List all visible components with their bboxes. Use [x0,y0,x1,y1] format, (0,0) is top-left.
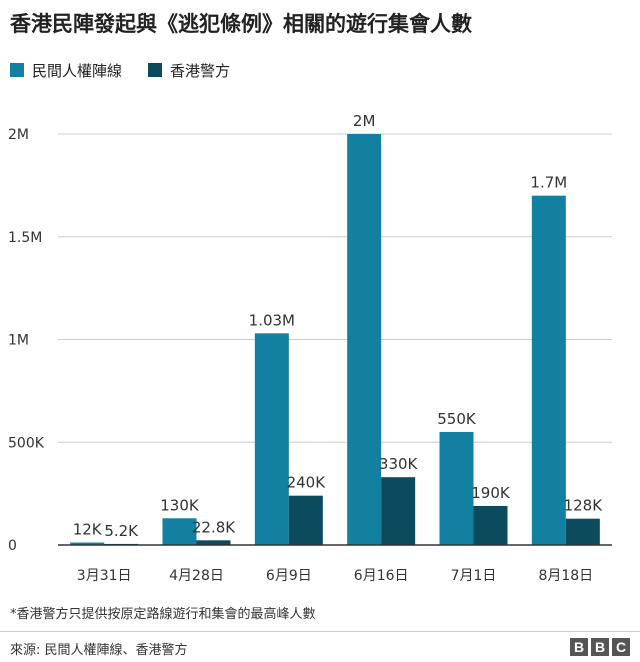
bbc-logo: B B C [570,638,630,656]
footer-divider [0,631,640,632]
y-tick-label: 500K [8,435,45,451]
bar [473,505,508,545]
bar [439,431,474,545]
legend-item-frontier: 民間人權陣線 [10,60,122,81]
x-tick-label: 4月28日 [169,568,224,584]
legend: 民間人權陣線 香港警方 [10,58,230,82]
data-label: 1.03M [249,311,295,329]
data-label: 240K [287,474,327,492]
source-credit: 來源: 民間人權陣線、香港警方 [10,643,188,658]
data-label: 5.2K [104,522,139,540]
x-tick-label: 3月31日 [77,568,132,584]
bar [531,195,566,545]
bar [196,540,231,545]
bar [70,542,105,545]
x-tick-label: 6月9日 [266,568,312,584]
bbc-logo-letter: B [570,638,588,656]
x-tick-label: 8月18日 [538,568,593,584]
bar [162,518,197,545]
bar [565,518,600,545]
bar [288,495,323,545]
bar-chart: 0 500K 1M 1.5M 2M 12K 5.2K 3月31日 130K 22.8K 4月28日 1… [8,112,612,584]
data-label: 128K [564,497,604,515]
bar [347,134,382,545]
legend-label-frontier: 民間人權陣線 [32,61,123,80]
data-label: 22.8K [192,518,236,536]
y-tick-label: 2M [8,127,29,143]
x-tick-label: 7月1日 [451,568,497,584]
legend-swatch-frontier [10,63,24,77]
data-label: 190K [471,484,511,502]
footnote: *香港警方只提供按原定路線遊行和集會的最高峰人數 [10,607,316,622]
legend-label-police: 香港警方 [170,61,231,80]
chart-title: 香港民陣發起與《逃犯條例》相關的遊行集會人數 [10,12,472,36]
legend-item-police: 香港警方 [148,60,230,81]
bar [254,333,289,545]
data-label: 550K [437,410,477,428]
data-label: 1.7M [530,174,567,192]
bbc-logo-letter: C [612,638,630,656]
x-tick-label: 6月16日 [354,568,409,584]
data-label: 2M [353,112,376,130]
legend-swatch-police [148,63,163,77]
data-label: 330K [379,455,419,473]
data-label: 130K [160,496,200,514]
y-tick-label: 1.5M [8,230,42,246]
bbc-logo-letter: B [591,638,609,656]
y-tick-label: 1M [8,333,29,349]
y-tick-label: 0 [8,538,17,554]
data-label: 12K [73,521,103,539]
bar [381,477,416,545]
